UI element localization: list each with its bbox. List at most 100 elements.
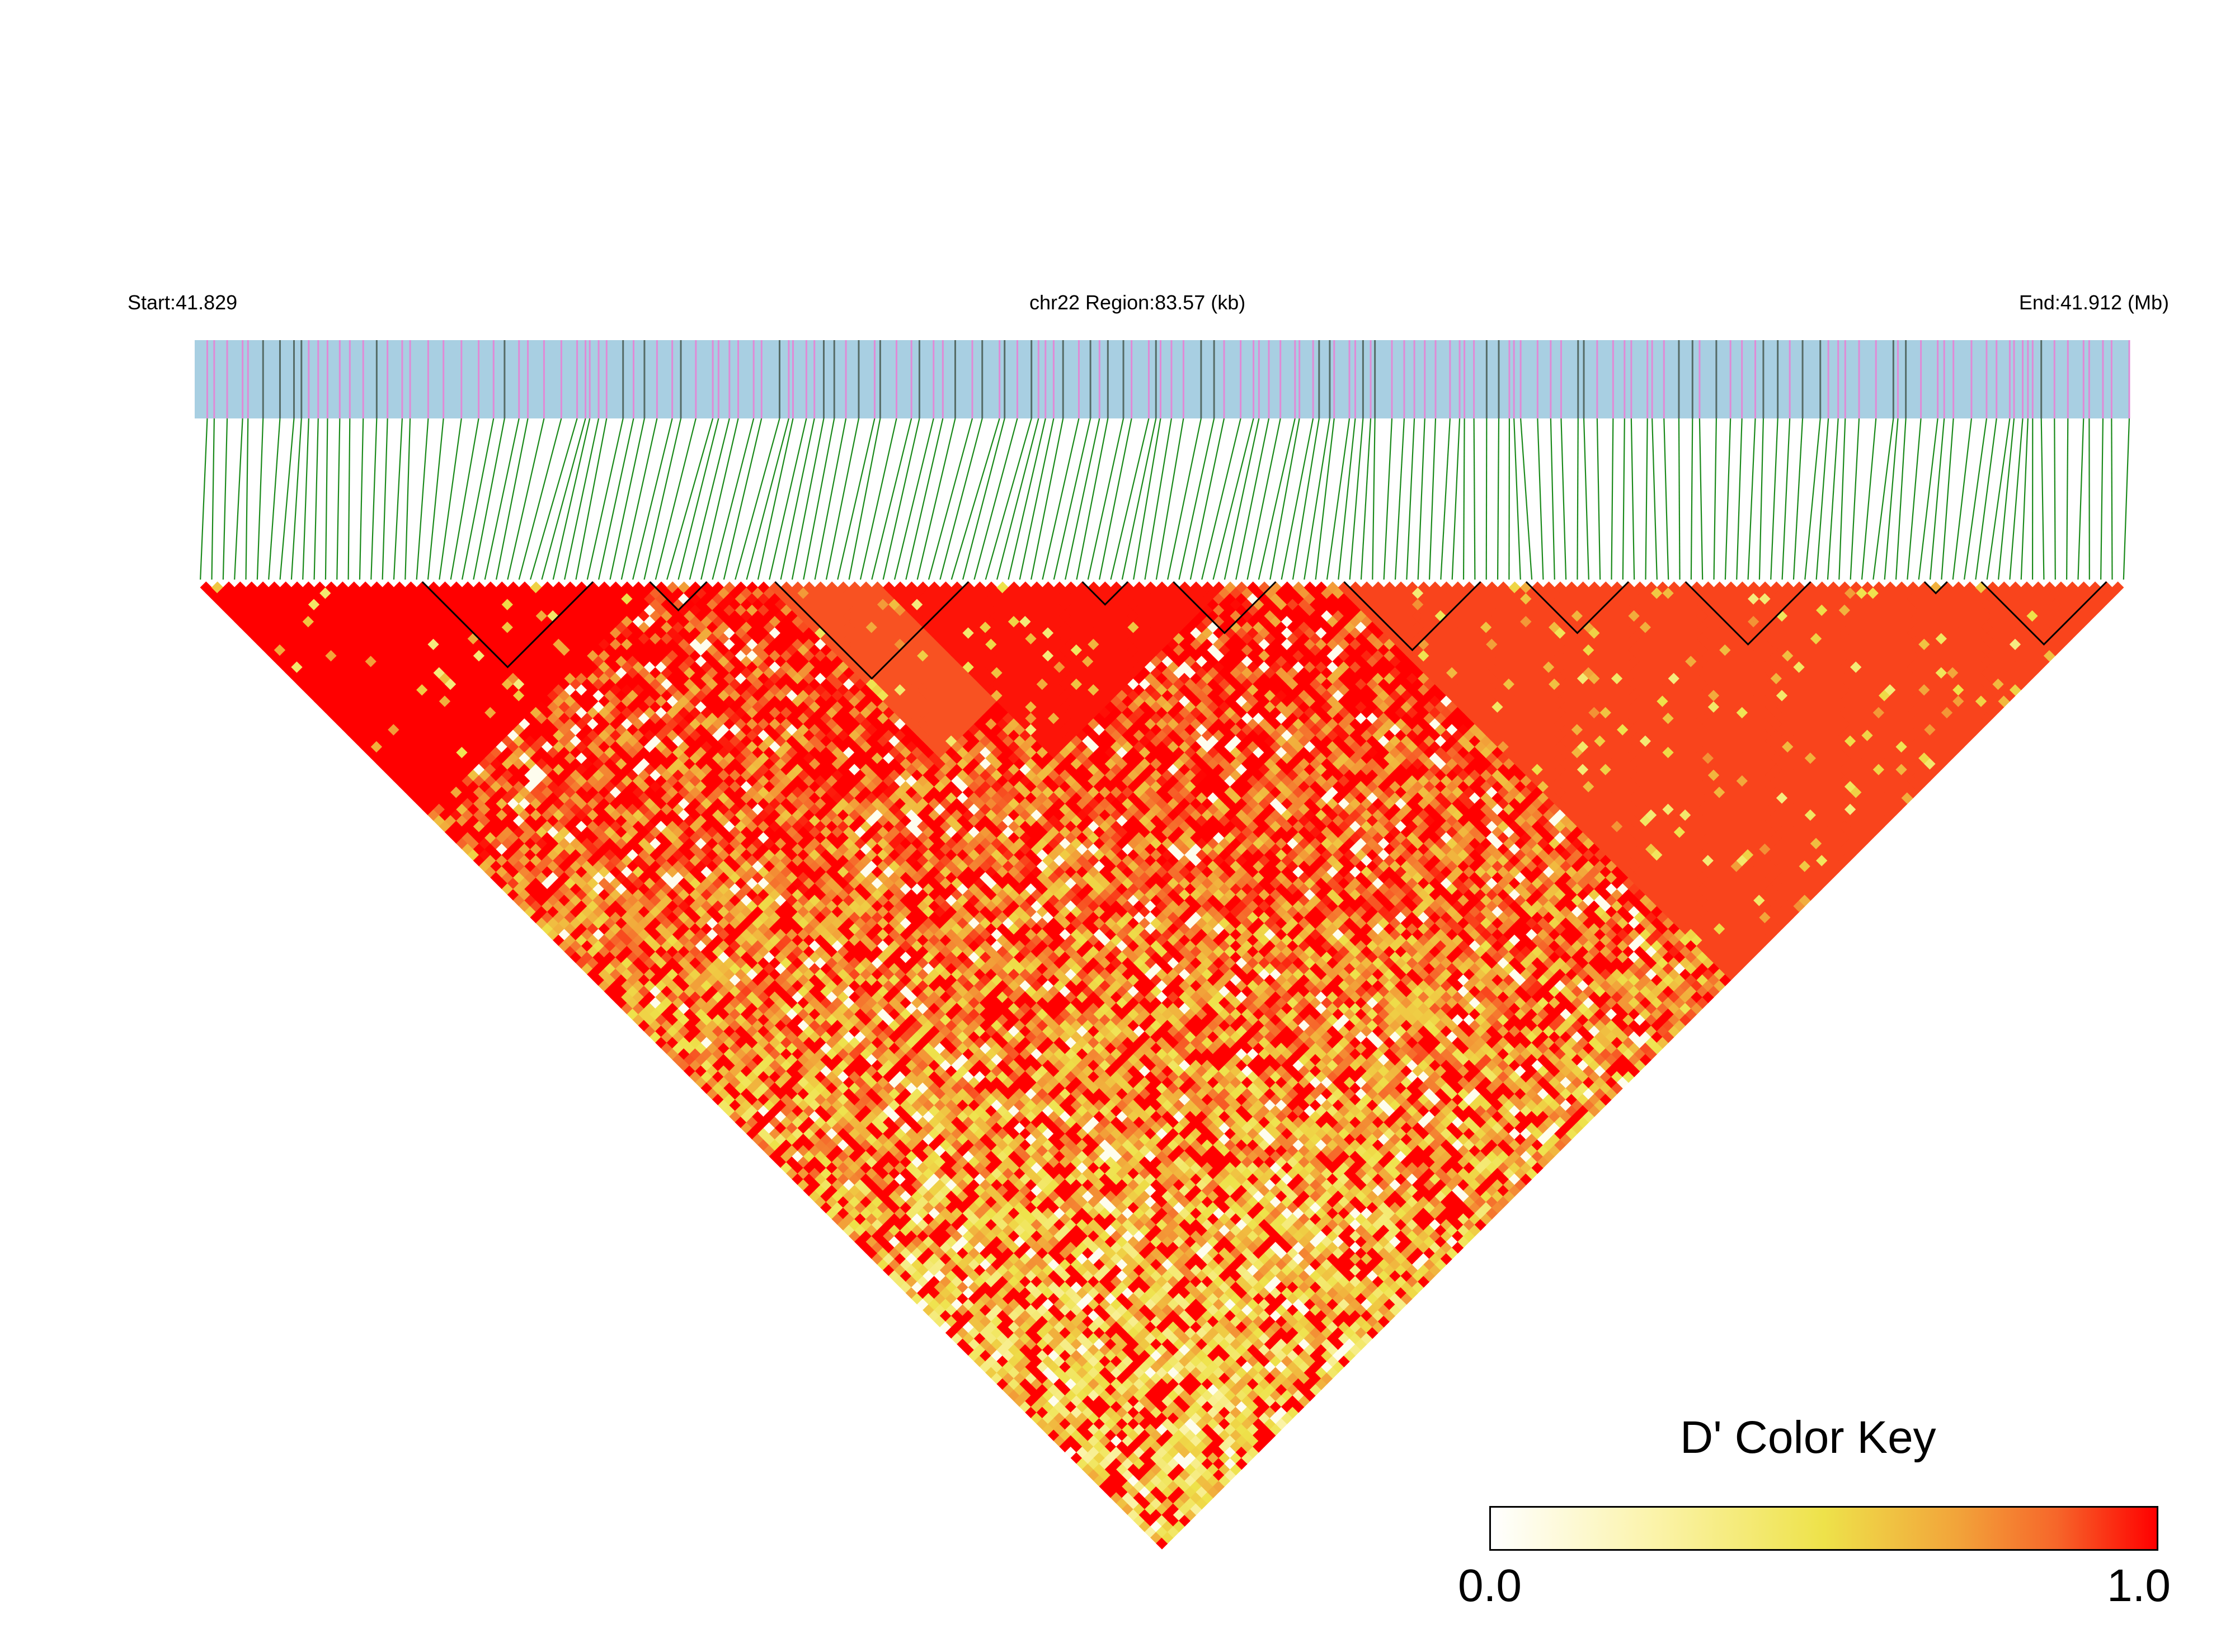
ld-cell — [604, 940, 617, 952]
ld-cell — [268, 649, 281, 662]
ld-cell — [1099, 1412, 1112, 1424]
snp-connector — [598, 418, 634, 580]
ld-cell — [1019, 1366, 1032, 1379]
ld-cell — [1190, 1491, 1202, 1504]
ld-cell — [763, 1110, 775, 1123]
ld-cell — [1047, 1406, 1060, 1419]
ld-cell — [1047, 1429, 1060, 1442]
ld-cell — [900, 1270, 912, 1282]
ld-cell — [1036, 1349, 1049, 1362]
ld-cell — [1036, 1395, 1049, 1408]
ld-cell — [456, 780, 468, 793]
ld-cell — [894, 1207, 906, 1220]
ld-cell — [1082, 1441, 1094, 1453]
ld-cell — [604, 985, 617, 998]
snp-connector — [1099, 418, 1132, 580]
ld-cell — [1104, 1463, 1117, 1476]
ld-cell — [530, 888, 543, 901]
ld-cell — [393, 672, 406, 685]
snp-connector — [1451, 418, 1461, 580]
ld-cell — [422, 712, 434, 724]
ld-cell — [621, 923, 633, 935]
ld-cell — [973, 1264, 986, 1277]
ld-cell — [1019, 1310, 1032, 1322]
ld-cell — [1082, 1452, 1094, 1465]
snp-connector — [370, 418, 378, 580]
ld-cell — [615, 906, 628, 918]
ld-cell — [1082, 1395, 1094, 1408]
ld-cell — [774, 1088, 787, 1100]
ld-cell — [564, 854, 577, 867]
snp-connector — [200, 418, 208, 580]
snp-connector — [1758, 418, 1765, 580]
snp-connector — [1997, 418, 2015, 580]
ld-cell — [973, 1344, 986, 1356]
ld-cell — [1088, 1412, 1100, 1424]
ld-cell — [1088, 1446, 1100, 1458]
ld-cell — [684, 1065, 696, 1077]
snp-connector — [1630, 418, 1635, 580]
ld-cell — [723, 1025, 736, 1038]
ld-cell — [1025, 1349, 1037, 1362]
snp-connector — [1338, 418, 1356, 580]
ld-cell — [814, 1116, 827, 1128]
ld-cell — [871, 1230, 884, 1242]
ld-cell — [1036, 1372, 1049, 1385]
ld-cell — [888, 1201, 901, 1214]
ld-cell — [837, 1184, 850, 1197]
snp-connector — [1269, 418, 1300, 580]
ld-cell — [808, 1133, 821, 1146]
ld-cell — [541, 888, 554, 901]
ld-cell — [1059, 1406, 1071, 1419]
ld-cell — [530, 809, 543, 821]
snp-connector — [495, 418, 529, 580]
ld-cell — [973, 1321, 986, 1334]
ld-cell — [1104, 1406, 1117, 1419]
snp-connector — [1030, 418, 1064, 580]
ld-cell — [530, 900, 543, 912]
ld-cell — [251, 621, 264, 634]
ld-cell — [530, 865, 543, 878]
ld-cell — [1110, 1469, 1123, 1481]
ld-cell — [268, 627, 281, 639]
ld-cell — [467, 837, 480, 850]
ld-cell — [558, 837, 571, 850]
ld-cell — [1122, 1434, 1134, 1447]
ld-cell — [1047, 1372, 1060, 1385]
snp-connector — [336, 418, 341, 580]
ld-cell — [524, 837, 537, 850]
ld-cell — [1150, 1531, 1163, 1544]
ld-cell — [1122, 1446, 1134, 1458]
ld-cell — [638, 985, 651, 998]
ld-cell — [1150, 1452, 1163, 1465]
snp-connector — [735, 418, 780, 580]
ld-cell — [814, 1127, 827, 1140]
ld-cell — [205, 587, 218, 600]
ld-cell — [900, 1236, 912, 1248]
ld-cell — [575, 945, 588, 958]
snp-connector — [905, 418, 944, 580]
ld-cell — [957, 1315, 969, 1328]
ld-cell — [319, 678, 332, 690]
ld-cell — [1019, 1389, 1032, 1402]
ld-cell — [354, 712, 366, 724]
ld-cell — [752, 1133, 764, 1146]
ld-cell — [985, 1355, 997, 1368]
snp-connector — [1110, 418, 1150, 580]
snp-connector — [825, 418, 860, 580]
snp-connector — [973, 418, 1018, 580]
ld-cell — [1122, 1423, 1134, 1436]
ld-cell — [359, 649, 371, 662]
ld-cell — [831, 1213, 844, 1225]
snp-connector — [962, 418, 1005, 580]
ld-cell — [1150, 1509, 1163, 1521]
ld-cell — [354, 735, 366, 747]
ld-cell — [871, 1218, 884, 1231]
snp-connector — [1360, 418, 1372, 580]
ld-cell — [1088, 1400, 1100, 1413]
ld-cell — [1088, 1434, 1100, 1447]
ld-cell — [808, 1190, 821, 1203]
snp-connector — [871, 418, 912, 580]
ld-cell — [496, 797, 508, 810]
ld-cell — [530, 854, 543, 867]
